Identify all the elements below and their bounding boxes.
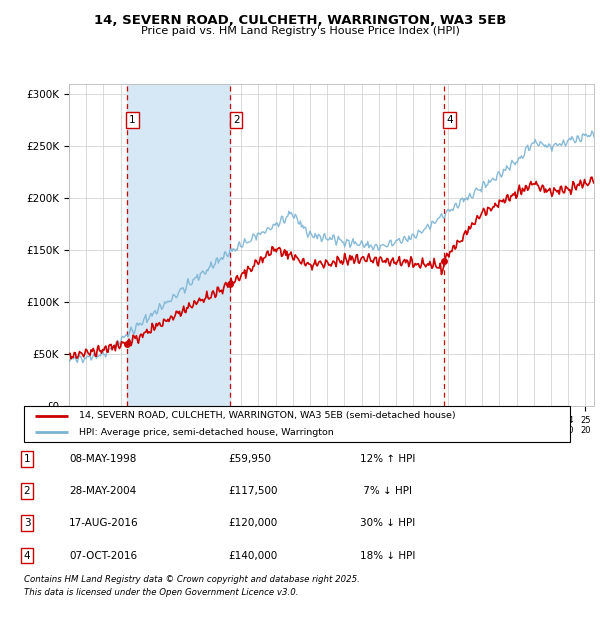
Text: £140,000: £140,000 [228, 551, 277, 560]
Text: 4: 4 [23, 551, 31, 560]
Text: Contains HM Land Registry data © Crown copyright and database right 2025.: Contains HM Land Registry data © Crown c… [24, 575, 360, 584]
Bar [127, 84, 230, 406]
Text: 18% ↓ HPI: 18% ↓ HPI [360, 551, 415, 560]
Text: £59,950: £59,950 [228, 454, 271, 464]
Text: HPI: Average price, semi-detached house, Warrington: HPI: Average price, semi-detached house,… [79, 428, 334, 437]
Text: 2: 2 [233, 115, 239, 125]
Text: £120,000: £120,000 [228, 518, 277, 528]
Text: 2: 2 [23, 486, 31, 496]
Text: 7% ↓ HPI: 7% ↓ HPI [360, 486, 412, 496]
Text: 17-AUG-2016: 17-AUG-2016 [69, 518, 139, 528]
Text: 1: 1 [129, 115, 136, 125]
Text: 30% ↓ HPI: 30% ↓ HPI [360, 518, 415, 528]
Text: 3: 3 [23, 518, 31, 528]
Text: Price paid vs. HM Land Registry's House Price Index (HPI): Price paid vs. HM Land Registry's House … [140, 26, 460, 36]
Text: 12% ↑ HPI: 12% ↑ HPI [360, 454, 415, 464]
Text: 28-MAY-2004: 28-MAY-2004 [69, 486, 136, 496]
Text: This data is licensed under the Open Government Licence v3.0.: This data is licensed under the Open Gov… [24, 588, 299, 598]
Text: 14, SEVERN ROAD, CULCHETH, WARRINGTON, WA3 5EB (semi-detached house): 14, SEVERN ROAD, CULCHETH, WARRINGTON, W… [79, 411, 455, 420]
Text: 4: 4 [446, 115, 453, 125]
Text: 08-MAY-1998: 08-MAY-1998 [69, 454, 136, 464]
Text: 07-OCT-2016: 07-OCT-2016 [69, 551, 137, 560]
Text: £117,500: £117,500 [228, 486, 277, 496]
Text: 14, SEVERN ROAD, CULCHETH, WARRINGTON, WA3 5EB: 14, SEVERN ROAD, CULCHETH, WARRINGTON, W… [94, 14, 506, 27]
Text: 1: 1 [23, 454, 31, 464]
FancyBboxPatch shape [24, 406, 570, 442]
